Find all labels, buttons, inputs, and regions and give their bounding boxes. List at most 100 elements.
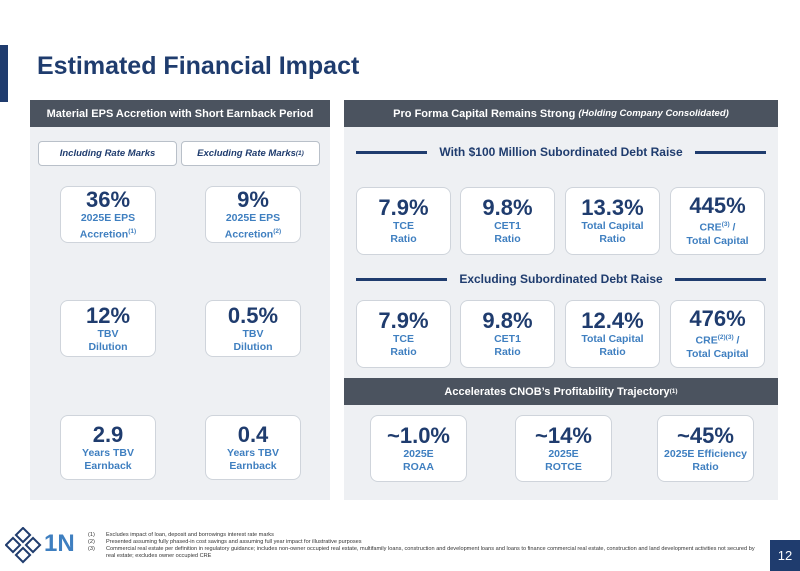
section-heading-text: Excluding Subordinated Debt Raise: [459, 272, 663, 286]
text: CET1: [494, 220, 521, 232]
text: 2025E: [403, 447, 434, 460]
metric-card: 0.5% TBV Dilution: [205, 300, 301, 357]
superscript: (1): [669, 388, 678, 395]
metric-card: 13.3% Total Capital Ratio: [565, 187, 660, 255]
metric-label: Years TBV: [61, 447, 155, 460]
section-heading: With $100 Million Subordinated Debt Rais…: [356, 140, 767, 164]
metric-value: 12.4%: [581, 308, 644, 333]
section-heading: Excluding Subordinated Debt Raise: [356, 267, 766, 291]
text: Dilution: [233, 340, 273, 353]
rule: [356, 150, 428, 154]
text: Accretion: [224, 228, 274, 241]
text: Total Capital: [581, 220, 644, 232]
superscript: (2)(3): [717, 334, 734, 342]
metric-label: 2025E EPS: [61, 212, 155, 225]
logo-mark: [5, 527, 42, 564]
metric-card: ~45% 2025E Efficiency Ratio: [657, 415, 754, 482]
footnote-text: Excludes impact of loan, deposit and bor…: [106, 532, 274, 538]
metric-card: 7.9% TCE Ratio: [356, 300, 451, 368]
metric-card: 36% 2025E EPS Accretion(1): [60, 186, 156, 243]
metric-label: CRE(3) /: [671, 218, 764, 235]
metric-value: 12%: [85, 302, 131, 328]
metric-value: 13.3%: [581, 195, 644, 220]
footnote-marker: (2): [88, 539, 95, 545]
text: Ratio: [390, 346, 417, 358]
text: Accelerates CNOB’s Profitability Traject…: [444, 385, 670, 398]
metric-label: Earnback: [61, 460, 155, 473]
metric-label: ROTCE: [516, 461, 611, 474]
text: Total Capital: [686, 234, 749, 247]
tab: Including Rate Marks: [38, 141, 177, 166]
metric-label: Dilution: [206, 341, 300, 354]
page-number: 12: [770, 540, 800, 571]
footnote: (3) Commercial real estate per definition…: [88, 546, 758, 560]
metric-label: Ratio: [566, 346, 659, 359]
text: TBV: [242, 327, 264, 340]
profitability-header: Accelerates CNOB’s Profitability Traject…: [344, 378, 778, 405]
text: TCE: [393, 333, 414, 345]
text: /: [733, 334, 740, 347]
metric-label: Total Capital: [566, 220, 659, 233]
text: Ratio: [599, 346, 626, 358]
metric-card: 12.4% Total Capital Ratio: [565, 300, 660, 368]
tab: Excluding Rate Marks (1): [181, 141, 320, 166]
metric-label: CET1: [461, 333, 554, 346]
metric-label: Ratio: [566, 233, 659, 246]
logo-text: 1N: [44, 530, 75, 557]
metric-label: Earnback: [206, 460, 300, 473]
footnote: (2) Presented assuming fully phased-in co…: [88, 539, 758, 546]
metric-label: Ratio: [461, 346, 554, 359]
metric-label: Ratio: [658, 461, 753, 474]
footnote-text: Commercial real estate per definition in…: [106, 546, 755, 559]
metric-value: 476%: [689, 306, 746, 332]
metric-card: 476% CRE(2)(3) / Total Capital: [670, 300, 765, 368]
metric-value: 36%: [85, 186, 131, 212]
text: /: [729, 221, 736, 234]
text: Ratio: [390, 233, 417, 245]
text: CRE: [695, 334, 718, 347]
rule: [356, 277, 448, 281]
metric-value: 2.9: [92, 421, 124, 447]
superscript: (1): [295, 150, 304, 157]
metric-card: 9% 2025E EPS Accretion(2): [205, 186, 301, 243]
metric-value: 9%: [237, 186, 269, 212]
footnote-marker: (1): [88, 532, 95, 538]
metric-card: 0.4 Years TBV Earnback: [205, 415, 301, 480]
metric-label: Accretion(1): [61, 225, 155, 242]
metric-card: 12% TBV Dilution: [60, 300, 156, 357]
text: Excluding Rate Marks: [197, 148, 296, 159]
footnote-marker: (3): [88, 546, 95, 552]
left-header: Material EPS Accretion with Short Earnba…: [30, 100, 330, 127]
section-heading-text: With $100 Million Subordinated Debt Rais…: [439, 145, 683, 159]
metric-label: 2025E: [516, 448, 611, 461]
superscript: (1): [128, 227, 137, 235]
metric-value: 7.9%: [378, 308, 429, 333]
text: Years TBV: [82, 446, 134, 459]
metric-card: 9.8% CET1 Ratio: [460, 300, 555, 368]
text: 2025E EPS: [80, 211, 136, 224]
text: Including Rate Marks: [59, 148, 156, 159]
text: TCE: [393, 220, 414, 232]
metric-label: TBV: [206, 328, 300, 341]
superscript: (3): [721, 221, 730, 229]
right-header: Pro Forma Capital Remains Strong (Holdin…: [344, 100, 778, 127]
metric-card: ~14% 2025E ROTCE: [515, 415, 612, 482]
metric-card: 7.9% TCE Ratio: [356, 187, 451, 255]
text: Earnback: [84, 459, 132, 472]
metric-label: Dilution: [61, 341, 155, 354]
text: Dilution: [88, 340, 128, 353]
metric-label: Years TBV: [206, 447, 300, 460]
footnote-text: Presented assuming fully phased-in cost …: [106, 539, 362, 545]
text: Years TBV: [227, 446, 279, 459]
rule: [674, 277, 766, 281]
text: Ratio: [599, 233, 626, 245]
text: Total Capital: [581, 333, 644, 345]
metric-label: Ratio: [461, 233, 554, 246]
text: Ratio: [494, 233, 521, 245]
metric-label: Ratio: [357, 233, 450, 246]
metric-label: Accretion(2): [206, 225, 300, 242]
accent-bar: [0, 45, 8, 102]
footnote: (1) Excludes impact of loan, deposit and …: [88, 532, 758, 539]
metric-value: ~1.0%: [387, 422, 450, 448]
text: TBV: [97, 327, 119, 340]
